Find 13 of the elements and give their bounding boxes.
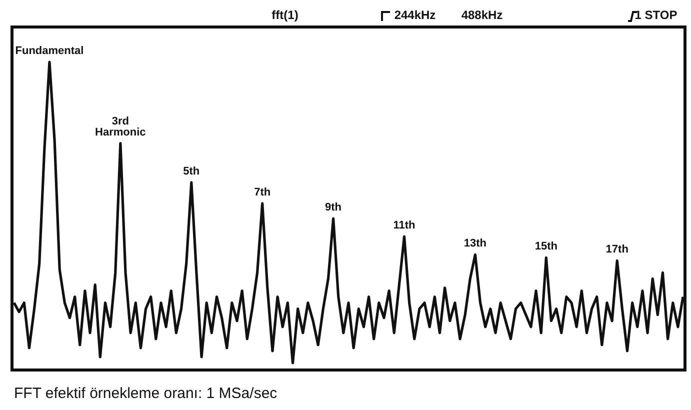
annotation: 17th xyxy=(606,244,629,256)
annotation: Fundamental xyxy=(15,45,84,57)
text: FFT efektif örnekleme oranı: 1 MSa/sec xyxy=(14,385,278,402)
text: 244kHz xyxy=(394,8,436,22)
annotation: 3rd Harmonic xyxy=(95,115,146,138)
annotation: 15th xyxy=(534,240,558,253)
annotation: 9th xyxy=(325,202,342,214)
annotation: 13th xyxy=(464,238,487,250)
text: 488kHz xyxy=(461,8,503,22)
text: fft(1) xyxy=(272,8,298,22)
annotation: 5th xyxy=(183,165,200,178)
annotation: 7th xyxy=(254,186,271,198)
annotation: 11th xyxy=(393,220,416,232)
